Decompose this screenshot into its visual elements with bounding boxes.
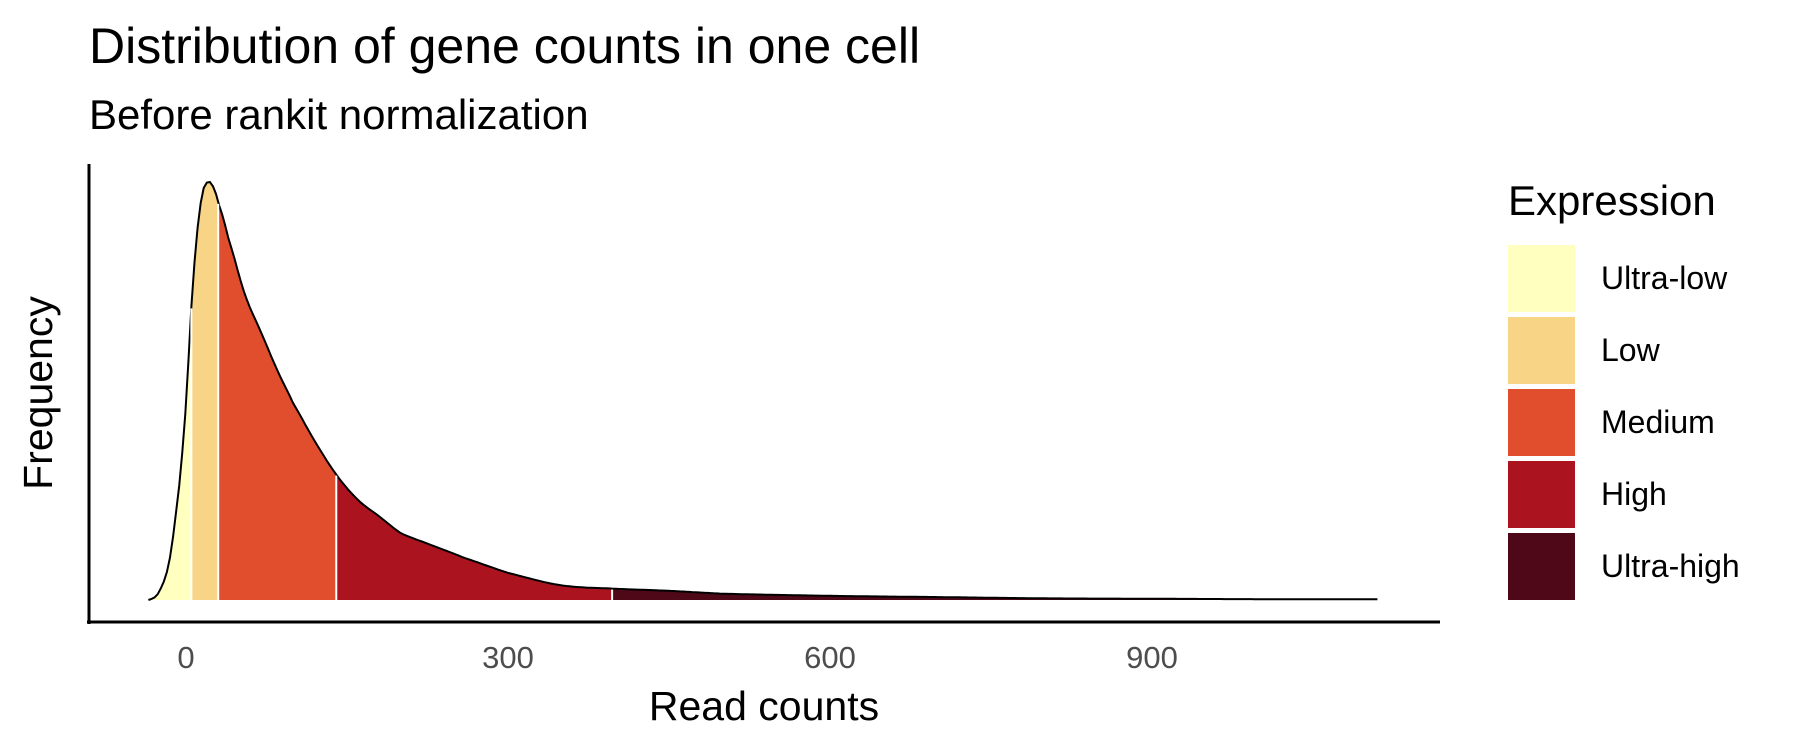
category-dividers [190, 203, 614, 600]
legend: Expression Ultra-low Low Medium High Ultra-h… [1508, 174, 1740, 602]
legend-title: Expression [1508, 177, 1716, 224]
legend-label: Ultra-low [1601, 259, 1728, 296]
x-tick-label: 900 [1126, 640, 1178, 675]
x-tick-label: 0 [177, 640, 194, 675]
legend-item-high: High [1508, 458, 1740, 530]
legend-swatch [1508, 316, 1575, 384]
area-ultra-high [612, 588, 1378, 600]
legend-swatch [1508, 388, 1575, 456]
category-areas [148, 181, 1378, 600]
x-tick-label: 600 [804, 640, 856, 675]
legend-swatch [1508, 460, 1575, 528]
legend-item-low: Low [1508, 314, 1740, 386]
area-high [336, 474, 613, 600]
legend-swatch [1508, 532, 1575, 600]
legend-item-ultra-high: Ultra-high [1508, 530, 1740, 602]
legend-items: Ultra-low Low Medium High Ultra-high [1508, 242, 1740, 602]
legend-label: High [1601, 475, 1667, 512]
legend-label: Medium [1601, 403, 1715, 440]
chart-title: Distribution of gene counts in one cell [89, 18, 921, 74]
x-tick-label: 300 [482, 640, 534, 675]
area-ultra-low [148, 307, 192, 600]
legend-item-ultra-low: Ultra-low [1508, 242, 1740, 314]
legend-label: Ultra-high [1601, 547, 1740, 584]
x-ticks: 0 300 600 900 [177, 640, 1177, 675]
x-axis-title: Read counts [649, 683, 879, 729]
legend-item-medium: Medium [1508, 386, 1740, 458]
y-axis-title: Frequency [15, 296, 61, 490]
area-low [191, 181, 219, 600]
chart-subtitle: Before rankit normalization [89, 91, 589, 138]
legend-swatch [1508, 244, 1575, 312]
density-curve-line [148, 180, 1378, 601]
legend-label: Low [1601, 331, 1660, 368]
